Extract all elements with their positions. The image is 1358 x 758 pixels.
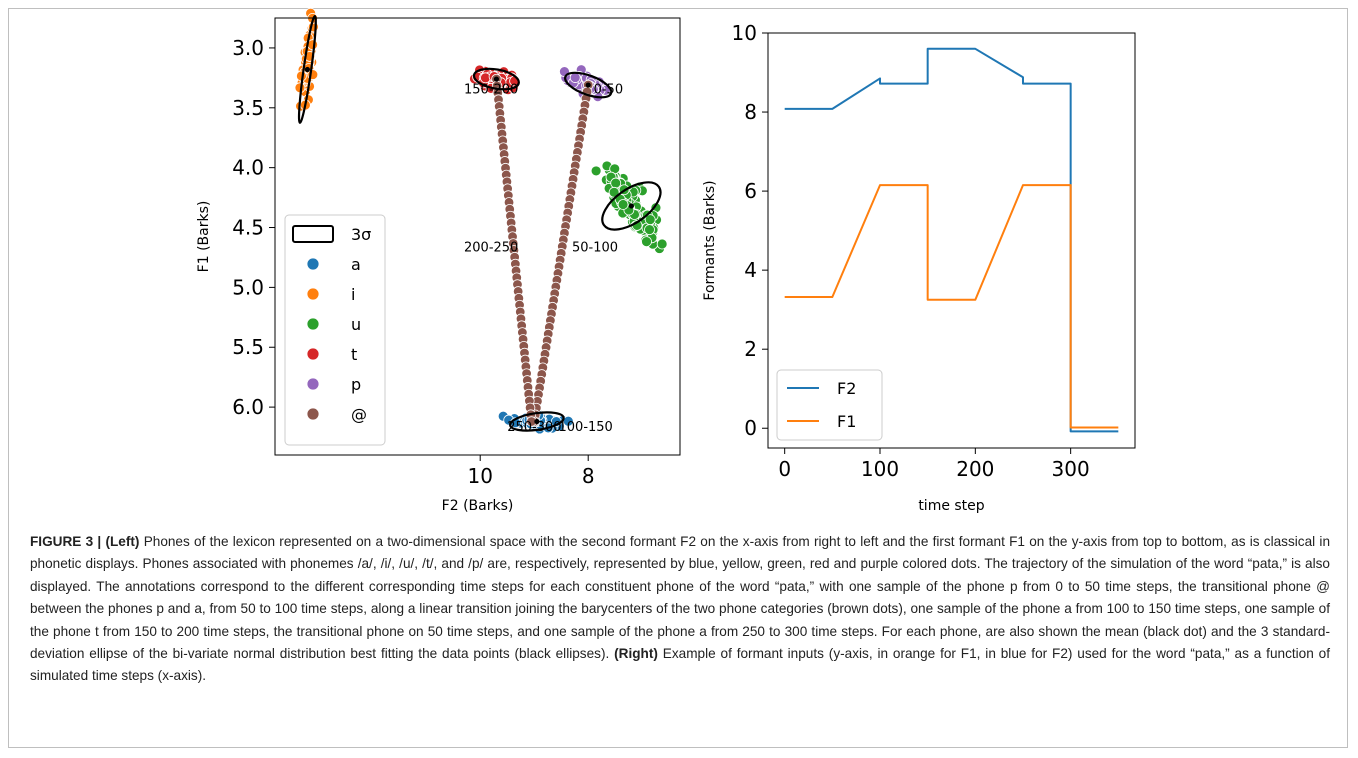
ellipse-a [509,411,565,432]
x-tick-label: 10 [467,464,492,488]
plot-frame [767,32,1136,449]
legend-box [776,369,883,441]
x-tick-label: 200 [956,457,994,481]
legend-label-3σ: 3σ [351,225,371,244]
point-u [590,165,602,177]
x-tick-label: 100 [861,457,899,481]
y-tick-label: 6 [744,179,757,203]
mean-p [585,82,591,88]
plot-frame [274,17,681,456]
annotation-100-150: 100-150 [559,420,613,435]
y-tick-label: 3.5 [232,96,264,120]
legend-marker-ellipse [292,225,334,243]
legend-label-i: i [351,285,355,304]
x-axis-label: time step [918,498,984,514]
figure-caption: FIGURE 3 | (Left) Phones of the lexicon … [30,531,1330,688]
ellipse-t [472,67,520,91]
legend-marker-i [306,287,320,301]
annotation-150-200: 150-200 [464,82,518,97]
legend-label-t: t [351,345,357,364]
annotation-50-100: 50-100 [572,240,618,255]
ellipse-i [297,15,317,124]
x-axis-label: F2 (Barks) [442,498,514,514]
series-line-F2 [784,47,1119,433]
point-u [610,177,622,189]
legend-label-u: u [351,315,361,334]
ellipse-p [564,71,613,99]
cluster-u [590,160,668,254]
legend-marker-a [306,257,320,271]
x-tick-label: 8 [582,464,595,488]
ellipse-u [601,181,662,231]
mean-u [628,203,635,209]
legend-label-F2: F2 [837,379,856,398]
annotation-200-250: 200-250 [464,240,518,255]
x-tick-label: 0 [778,457,791,481]
y-tick-label: 6.0 [232,395,264,419]
legend-marker-t [306,347,320,361]
legend-marker-u [306,317,320,331]
caption-right-text: Example of formant inputs (y-axis, in or… [30,646,1330,684]
legend-label-F1: F1 [837,412,856,431]
y-tick-label: 4.5 [232,216,264,240]
y-tick-label: 4.0 [232,156,264,180]
point-u [617,199,629,210]
y-tick-label: 2 [744,337,757,361]
legend-label-p: p [351,375,361,394]
mean-a [534,418,540,425]
y-axis-label: F1 (Barks) [196,201,212,273]
y-tick-label: 0 [744,416,757,440]
trajectory-@ [491,73,594,427]
point-u [644,224,655,236]
caption-left-label: (Left) [105,534,140,549]
y-tick-label: 3.0 [232,36,264,60]
y-tick-label: 5.5 [232,335,264,359]
y-tick-label: 10 [732,21,757,45]
legend-box [284,214,386,446]
annotation-0-50: 0-50 [594,82,624,97]
annotation-250-300: 250-300 [507,420,561,435]
y-axis-label: Formants (Barks) [702,180,718,300]
series-line-F1 [784,184,1119,429]
caption-figure-label: FIGURE 3 | [30,534,102,549]
y-tick-label: 5.0 [232,275,264,299]
mean-t [493,76,499,82]
mean-i [304,66,310,73]
point-u [656,238,668,250]
caption-right-label: (Right) [614,646,658,662]
y-tick-label: 4 [744,258,757,282]
legend-marker-p [306,377,320,391]
legend-label-a: a [351,255,361,274]
left-scatter-chart: 0-50 50-100 100-150 150-200 200-250 250-300 3.… [196,7,681,514]
y-tick-label: 8 [744,100,757,124]
legend-marker-@ [306,407,320,421]
caption-left-text: Phones of the lexicon represented on a t… [30,534,1330,662]
figure-charts: 0-50 50-100 100-150 150-200 200-250 250-300 3.… [196,7,1136,514]
legend-label-@: @ [351,405,367,424]
point-u [641,236,652,247]
x-tick-label: 300 [1052,457,1090,481]
figure-frame [8,8,1348,748]
